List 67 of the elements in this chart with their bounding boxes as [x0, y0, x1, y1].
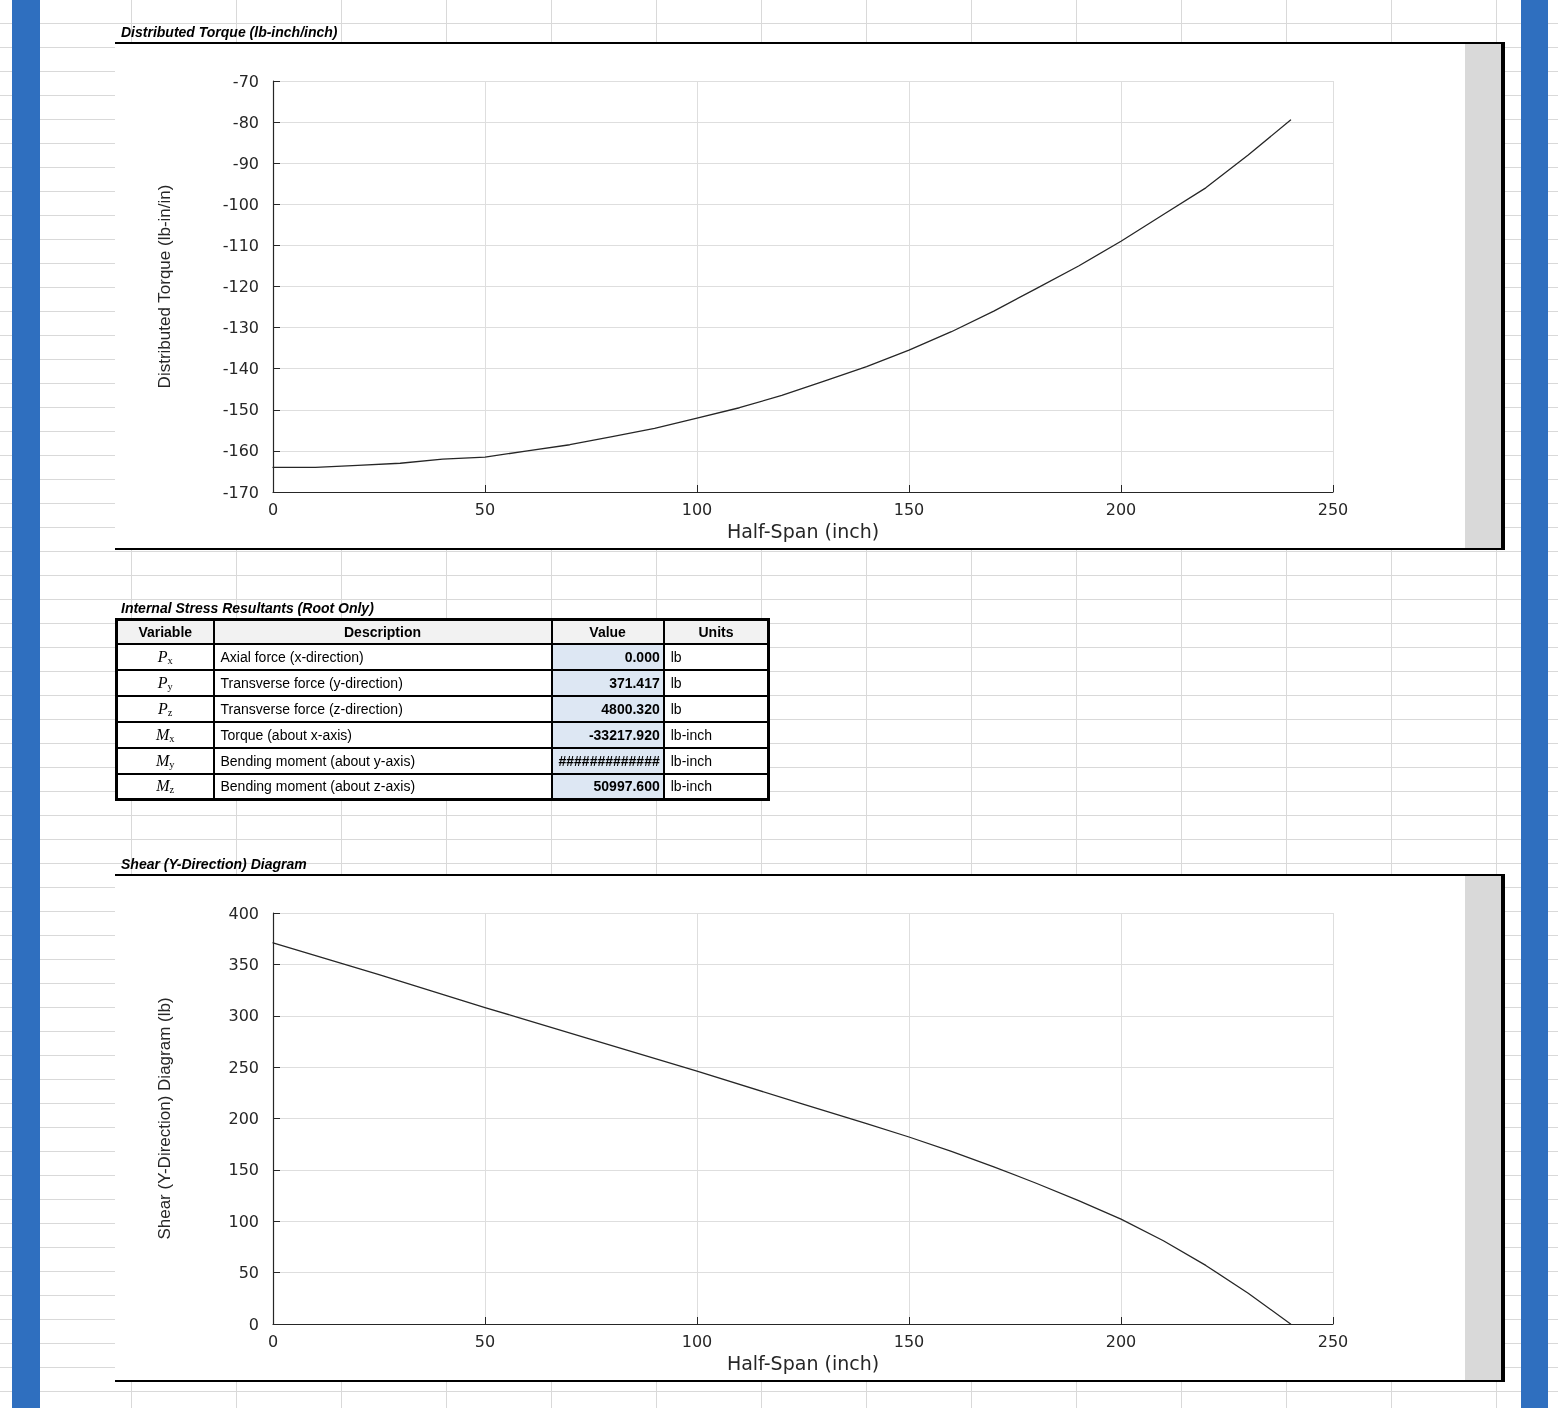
x-tick-label: 150: [893, 1331, 925, 1351]
text: lb-inch: [663, 747, 769, 774]
text: Bending moment (about y-axis): [213, 747, 552, 774]
text: #############: [551, 747, 664, 774]
text: Transverse force (z-direction): [213, 695, 552, 722]
category-label: Units: [663, 619, 769, 644]
y-axis-title: Shear (Y-Direction) Diagram (lb): [155, 997, 174, 1240]
text: Internal Stress Resultants (Root Only): [120, 599, 375, 618]
y-tick-label: 250: [228, 1057, 259, 1077]
category-label: Variable: [116, 619, 214, 644]
y-tick-label: 400: [228, 903, 259, 923]
x-tick-label: 250: [1317, 499, 1349, 519]
text: lb: [663, 669, 769, 696]
x-tick-label: 100: [681, 1331, 713, 1351]
text: lb-inch: [663, 773, 769, 800]
y-tick-label: 50: [238, 1263, 259, 1283]
category-label: Value: [551, 619, 664, 644]
x-tick-label: 200: [1105, 1331, 1137, 1351]
text: lb: [663, 643, 769, 670]
category-label: Description: [213, 619, 552, 644]
text: Transverse force (y-direction): [213, 669, 552, 696]
x-axis-title: Half-Span (inch): [726, 520, 880, 543]
x-tick-label: 200: [1105, 499, 1137, 519]
y-tick-label: 150: [228, 1160, 259, 1180]
y-tick-label: 200: [228, 1109, 259, 1128]
x-tick-label: 0: [267, 499, 279, 519]
text: 0.000: [551, 643, 664, 670]
y-tick-label: -80: [232, 112, 259, 132]
text: lb: [663, 695, 769, 722]
x-axis-title: Half-Span (inch): [726, 1352, 880, 1375]
text: M$_{z}$: [116, 773, 214, 800]
text: -33217.920: [551, 721, 664, 748]
y-tick-label: -110: [222, 235, 259, 255]
text: Axial force (x-direction): [213, 643, 552, 670]
y-tick-label: 0: [248, 1314, 259, 1334]
text: M$_{x}$: [116, 721, 214, 748]
x-tick-label: 0: [267, 1331, 279, 1351]
y-tick-label: -100: [222, 194, 259, 214]
y-tick-label: -170: [222, 482, 259, 502]
y-axis-title: Distributed Torque (lb-in/in): [155, 184, 174, 389]
text: lb-inch: [663, 721, 769, 748]
y-tick-label: -140: [222, 359, 259, 379]
y-tick-label: -130: [222, 318, 259, 338]
x-tick-label: 150: [893, 499, 925, 519]
text: 50997.600: [551, 773, 664, 800]
chart-title: Distributed Torque (lb-inch/inch): [115, 20, 1505, 44]
y-tick-label: -90: [232, 153, 259, 173]
text: Bending moment (about z-axis): [213, 773, 552, 800]
text: 371.417: [551, 669, 664, 696]
text: M$_{y}$: [116, 747, 214, 774]
y-tick-label: -150: [222, 400, 259, 420]
y-tick-label: -120: [222, 277, 259, 296]
text: 4800.320: [551, 695, 664, 722]
x-tick-label: 250: [1317, 1331, 1349, 1351]
y-tick-label: 350: [228, 954, 259, 974]
y-tick-label: 100: [228, 1211, 259, 1231]
text: P$_{x}$: [116, 643, 214, 670]
y-tick-label: 300: [228, 1006, 259, 1026]
chart-title: Shear (Y-Direction) Diagram: [115, 852, 1505, 876]
x-tick-label: 50: [474, 1331, 496, 1351]
y-tick-label: -160: [222, 441, 259, 461]
x-tick-label: 50: [474, 499, 496, 519]
x-tick-label: 100: [681, 499, 713, 519]
y-tick-label: -70: [232, 71, 259, 91]
text: Torque (about x-axis): [213, 721, 552, 748]
text: P$_{y}$: [116, 669, 214, 696]
text: P$_{z}$: [116, 695, 214, 722]
